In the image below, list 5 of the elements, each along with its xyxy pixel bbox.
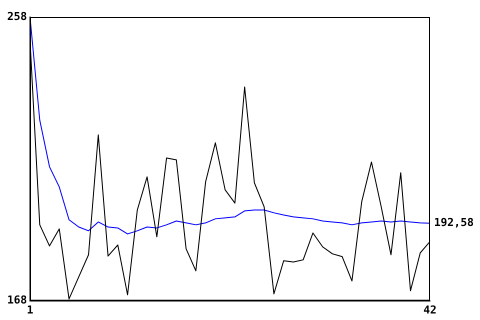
annotation: 192,58 [434, 216, 474, 230]
y-tick-label: 168 [7, 294, 27, 307]
x-tick-label: 42 [423, 303, 437, 316]
y-tick-label: 258 [7, 10, 27, 23]
x-tick-label: 1 [26, 303, 34, 316]
